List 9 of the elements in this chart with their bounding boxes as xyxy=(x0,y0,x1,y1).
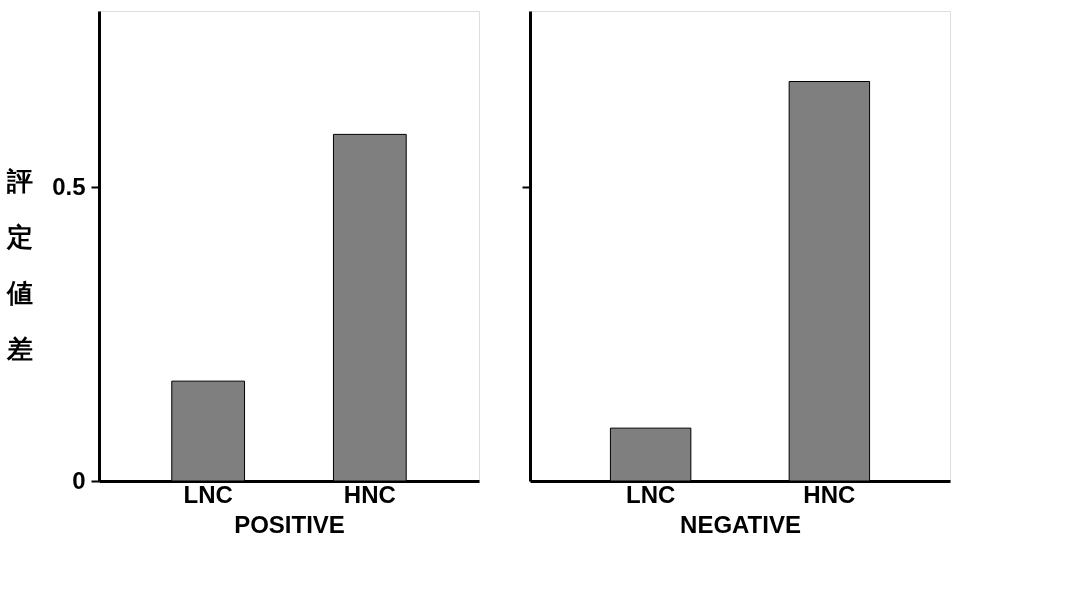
x-tick-label: HNC xyxy=(803,480,856,508)
x-tick-label: LNC xyxy=(183,480,233,508)
y-axis-title: 評定値差 xyxy=(5,165,33,364)
y-tick-label: 0.5 xyxy=(52,172,86,200)
x-axis-title: NEGATIVE xyxy=(680,510,801,538)
x-tick-label: LNC xyxy=(625,480,676,508)
y-tick-label: 0 xyxy=(72,466,86,494)
x-tick-label: HNC xyxy=(343,480,396,508)
x-axis-title: POSITIVE xyxy=(234,510,345,538)
